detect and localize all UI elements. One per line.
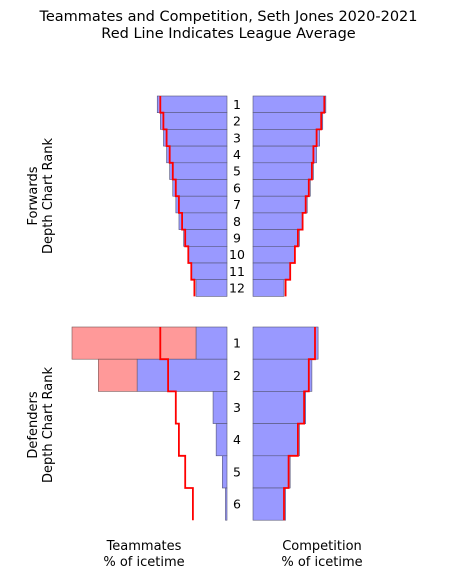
defenders-competition-bar-1 [252, 326, 319, 360]
forwards-rank-label: 4 [233, 147, 241, 162]
defenders-competition-bar-3 [252, 391, 307, 424]
forwards-teammates-bar-2 [160, 112, 228, 130]
forwards-competition-bar-6 [252, 179, 311, 197]
forwards-competition-league-avg-line [284, 96, 326, 297]
defenders-competition-bar-2 [252, 358, 313, 392]
forwards-teammates-bar-12 [195, 279, 228, 297]
forwards-competition-bar-7 [252, 195, 308, 214]
forwards-teammates-bar-6 [172, 179, 228, 197]
forwards-competition-bar-9 [252, 229, 300, 247]
forwards-competition-bar-12 [252, 279, 285, 297]
forwards-teammates-bar-10 [187, 246, 228, 264]
chart-subtitle: Red Line Indicates League Average [101, 26, 356, 42]
forwards-competition-bar-5 [252, 162, 314, 180]
forwards-teammates-bar-4 [166, 145, 228, 164]
forwards-teammates-bar-1 [156, 95, 228, 114]
defenders-teammates-bar-4 [215, 423, 228, 457]
defenders-ylabel: Defenders [26, 391, 41, 458]
defenders-rank-label: 1 [233, 336, 241, 351]
forwards-rank-label: 2 [233, 114, 241, 129]
forwards-ylabel: Forwards [26, 166, 41, 225]
forwards-competition-bar-3 [252, 129, 320, 147]
defenders-teammates-excess-bar-2 [98, 358, 138, 392]
forwards-competition-bar-11 [252, 262, 291, 281]
defenders-rank-label: 4 [233, 432, 241, 447]
forwards-rank-label: 10 [229, 247, 245, 262]
teammates-xlabel-line2: % of icetime [103, 555, 185, 570]
forwards-competition-bar-10 [252, 246, 296, 264]
forwards-rank-label: 1 [233, 97, 241, 112]
defenders-rank-label: 6 [233, 497, 241, 512]
forwards-teammates-bar-9 [183, 229, 228, 247]
competition-xlabel-line2: % of icetime [281, 555, 363, 570]
forwards-competition-bar-4 [252, 145, 317, 164]
forwards-teammates-bar-8 [178, 212, 228, 230]
defenders-teammates-bar-5 [222, 455, 228, 489]
forwards-rank-label: 3 [233, 130, 241, 145]
defenders-teammates-bar-6 [225, 487, 228, 521]
forwards-rank-label: 7 [233, 197, 241, 212]
forwards-competition-bar-1 [252, 95, 327, 114]
forwards-teammates-league-avg-line [159, 96, 196, 297]
forwards-rank-label: 8 [233, 214, 241, 229]
forwards-rank-label: 6 [233, 180, 241, 195]
forwards-teammates-bar-11 [191, 262, 228, 281]
defenders-competition-league-avg-line [283, 327, 316, 521]
defenders-panel: 1 2 3 4 5 6 [71, 326, 319, 521]
forwards-rank-label: 12 [229, 281, 245, 296]
defenders-teammates-excess-bar-1 [71, 326, 197, 360]
teammates-xlabel-line1: Teammates [106, 539, 182, 554]
forwards-teammates-bar-3 [163, 129, 228, 147]
chart-title: Teammates and Competition, Seth Jones 20… [39, 9, 418, 25]
forwards-competition-bar-2 [252, 112, 324, 130]
defenders-ylabel-depth: Depth Chart Rank [41, 367, 56, 484]
defenders-competition-bar-4 [252, 423, 300, 457]
competition-xlabel: Competition % of icetime [252, 539, 392, 571]
defenders-rank-label: 5 [233, 464, 241, 479]
forwards-competition-bar-8 [252, 212, 303, 230]
defenders-teammates-bar-2 [136, 358, 228, 392]
forwards-rank-label: 5 [233, 164, 241, 179]
defenders-rank-label: 3 [233, 400, 241, 415]
defenders-teammates-league-avg-line [159, 327, 194, 521]
defenders-teammates-bar-1 [195, 326, 228, 360]
defenders-competition-bar-6 [252, 487, 286, 521]
forwards-rank-label: 11 [229, 264, 245, 279]
defenders-competition-bar-5 [252, 455, 291, 489]
defenders-rank-label: 2 [233, 368, 241, 383]
forwards-ylabel-depth: Depth Chart Rank [41, 138, 56, 255]
defenders-teammates-bar-3 [212, 391, 228, 424]
competition-xlabel-line1: Competition [282, 539, 362, 554]
forwards-teammates-bar-5 [169, 162, 228, 180]
forwards-rank-label: 9 [233, 230, 241, 245]
teammates-xlabel: Teammates % of icetime [74, 539, 214, 571]
forwards-teammates-bar-7 [175, 195, 228, 214]
